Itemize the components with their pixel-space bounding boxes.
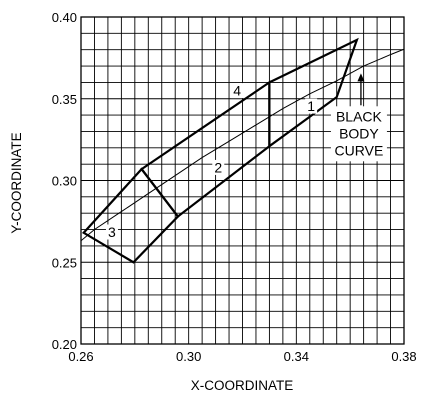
plot-frame bbox=[80, 16, 405, 345]
region-label-2-bg bbox=[212, 159, 225, 175]
annotation-bg bbox=[330, 106, 387, 162]
region-label-4-bg bbox=[231, 83, 244, 99]
tick-labels: 0.26 0.30 0.34 0.38 0.20 0.25 0.30 0.35 0.40 bbox=[52, 10, 417, 364]
black-body-curve bbox=[81, 48, 404, 242]
region-label-1: 1 bbox=[307, 98, 315, 114]
region-label-3: 3 bbox=[108, 224, 116, 240]
black-body-curve-layer bbox=[81, 48, 404, 242]
region-label-3-bg bbox=[105, 224, 118, 240]
x-axis-title: X-COORDINATE bbox=[191, 378, 294, 393]
y-tick-label: 0.30 bbox=[52, 174, 77, 189]
y-tick-label: 0.40 bbox=[52, 10, 77, 25]
x-tick-label: 0.30 bbox=[176, 349, 201, 364]
annotation-text-line: CURVE bbox=[335, 142, 384, 158]
annotation-text-line: BLACK bbox=[336, 108, 383, 124]
y-tick-label: 0.35 bbox=[52, 92, 77, 107]
annotation-arrow-head bbox=[357, 73, 365, 82]
region-3 bbox=[81, 167, 180, 264]
x-tick-label: 0.26 bbox=[68, 349, 93, 364]
grid bbox=[81, 17, 404, 344]
region-labels: 1 2 3 4 bbox=[105, 83, 318, 240]
region-2 bbox=[140, 80, 271, 219]
annotation-text-line: BODY bbox=[339, 125, 379, 141]
x-tick-label: 0.38 bbox=[391, 349, 416, 364]
y-axis-title: Y-COORDINATE bbox=[9, 132, 24, 233]
y-tick-label: 0.25 bbox=[52, 255, 77, 270]
region-label-4: 4 bbox=[233, 83, 241, 99]
region-label-1-bg bbox=[305, 98, 318, 114]
region-label-2: 2 bbox=[214, 159, 222, 175]
regions bbox=[81, 37, 359, 264]
y-tick-label: 0.20 bbox=[52, 337, 77, 352]
x-tick-label: 0.34 bbox=[284, 349, 309, 364]
